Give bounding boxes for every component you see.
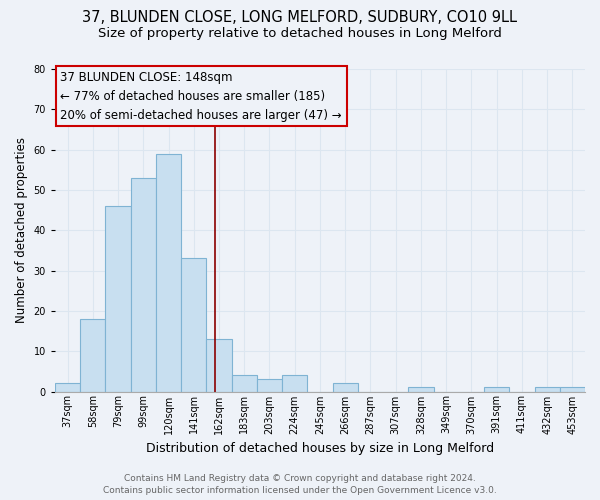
Bar — [55, 384, 80, 392]
Bar — [484, 388, 509, 392]
Bar — [181, 258, 206, 392]
Bar — [80, 319, 106, 392]
Bar — [156, 154, 181, 392]
Text: 37 BLUNDEN CLOSE: 148sqm
← 77% of detached houses are smaller (185)
20% of semi-: 37 BLUNDEN CLOSE: 148sqm ← 77% of detach… — [60, 70, 342, 122]
Bar — [535, 388, 560, 392]
Bar — [106, 206, 131, 392]
X-axis label: Distribution of detached houses by size in Long Melford: Distribution of detached houses by size … — [146, 442, 494, 455]
Bar — [232, 376, 257, 392]
Bar — [257, 380, 282, 392]
Bar — [332, 384, 358, 392]
Y-axis label: Number of detached properties: Number of detached properties — [15, 138, 28, 324]
Text: Size of property relative to detached houses in Long Melford: Size of property relative to detached ho… — [98, 28, 502, 40]
Bar — [560, 388, 585, 392]
Text: 37, BLUNDEN CLOSE, LONG MELFORD, SUDBURY, CO10 9LL: 37, BLUNDEN CLOSE, LONG MELFORD, SUDBURY… — [83, 10, 517, 25]
Bar — [282, 376, 307, 392]
Bar — [409, 388, 434, 392]
Bar — [206, 339, 232, 392]
Text: Contains HM Land Registry data © Crown copyright and database right 2024.
Contai: Contains HM Land Registry data © Crown c… — [103, 474, 497, 495]
Bar — [131, 178, 156, 392]
